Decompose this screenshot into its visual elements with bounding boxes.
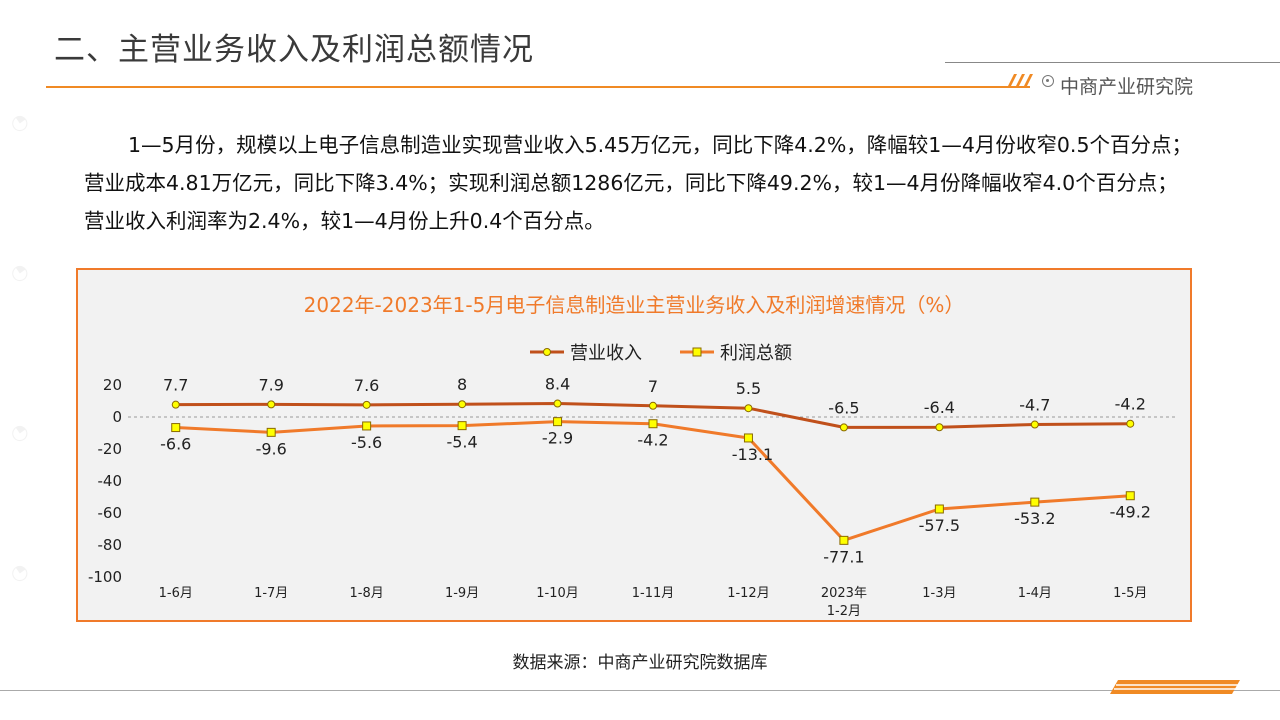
profit-point	[934, 504, 944, 514]
profit-point	[553, 417, 563, 427]
revenue-data-label: -6.4	[924, 398, 955, 417]
y-tick-label: -100	[88, 568, 122, 586]
revenue-data-label: 7.6	[354, 376, 379, 395]
profit-data-label: -9.6	[256, 439, 287, 458]
chart-legend: 营业收入 利润总额	[530, 343, 792, 364]
profit-point	[1125, 491, 1135, 501]
revenue-data-label: 7.9	[258, 375, 283, 394]
y-tick-label: -20	[98, 440, 123, 458]
profit-point	[171, 423, 181, 433]
summary-text: 1—5月份，规模以上电子信息制造业实现营业收入5.45万亿元，同比下降4.2%，…	[84, 133, 1192, 233]
bottom-rule	[0, 690, 1280, 691]
profit-point	[648, 419, 658, 429]
profit-point	[362, 421, 372, 431]
profit-point	[839, 535, 849, 545]
summary-paragraph: 1—5月份，规模以上电子信息制造业实现营业收入5.45万亿元，同比下降4.2%，…	[84, 126, 1194, 240]
chart-title: 2022年-2023年1-5月电子信息制造业主营业务收入及利润增速情况（%）	[304, 293, 965, 317]
x-tick-label: 1-4月	[1018, 586, 1052, 601]
revenue-point	[935, 423, 944, 432]
revenue-point	[362, 400, 371, 409]
revenue-point	[267, 400, 276, 409]
x-tick-label: 1-9月	[445, 586, 479, 601]
revenue-data-label: 7	[648, 377, 658, 396]
brand-name: 中商产业研究院	[1060, 76, 1194, 98]
watermark-logo: ◔	[4, 557, 33, 587]
x-tick-label: 2023年	[821, 586, 867, 601]
revenue-point	[839, 423, 848, 432]
legend-marker	[543, 348, 551, 356]
legend-label: 利润总额	[720, 343, 792, 364]
x-tick-label: 1-10月	[536, 586, 579, 601]
page-title: 二、主营业务收入及利润总额情况	[54, 32, 534, 68]
profit-data-label: -49.2	[1110, 503, 1151, 522]
x-axis: 1-6月 1-7月 1-8月 1-9月 1-10月 1-11月 1-12月 2023年 1-2月…	[159, 586, 1148, 619]
watermark-logo: ◔	[4, 257, 33, 287]
profit-point	[266, 427, 276, 437]
revenue-data-label: 7.7	[163, 376, 188, 395]
watermark-logo: ◔	[4, 417, 33, 447]
profit-data-label: -5.4	[446, 433, 477, 452]
x-tick-label: 1-12月	[727, 586, 770, 601]
watermark-logo: ◔	[4, 107, 33, 137]
x-tick-label: 1-8月	[350, 586, 384, 601]
revenue-point	[171, 400, 180, 409]
y-tick-label: -60	[98, 504, 123, 522]
y-tick-label: 0	[112, 408, 122, 426]
x-tick-label: 1-2月	[827, 604, 861, 619]
x-tick-label: 1-5月	[1113, 586, 1147, 601]
legend-marker	[692, 347, 702, 357]
brand-dot-icon	[1042, 75, 1054, 87]
profit-data-label: -4.2	[637, 431, 668, 450]
profit-data-label: -5.6	[351, 433, 382, 452]
title-rule	[46, 86, 1030, 88]
profit-data-label: -2.9	[542, 429, 573, 448]
data-source: 数据来源：中商产业研究院数据库	[512, 653, 768, 673]
profit-data-label: -77.1	[823, 547, 864, 566]
revenue-point	[744, 404, 753, 413]
x-tick-label: 1-7月	[254, 586, 288, 601]
y-tick-label: -80	[98, 536, 123, 554]
profit-point	[457, 421, 467, 431]
accent-stripes-icon	[1008, 74, 1033, 86]
profit-point	[743, 433, 753, 443]
revenue-data-label: -4.7	[1019, 396, 1050, 415]
revenue-point	[649, 401, 657, 410]
plot-area: 7.7 7.9 7.6 8 8.4 7 5.5 -6.5 -6.4 -4.7 -4.2 -6.6 -9.…	[160, 375, 1151, 567]
revenue-point	[1126, 419, 1135, 428]
x-tick-label: 1-3月	[922, 586, 956, 601]
y-axis: 20 0 -20 -40 -60 -80 -100	[88, 376, 1178, 586]
title-thin-rule	[945, 62, 1280, 63]
revenue-point	[1030, 420, 1039, 429]
y-tick-label: -40	[98, 472, 123, 490]
revenue-data-label: -6.5	[828, 398, 859, 417]
profit-data-label: -57.5	[919, 516, 960, 535]
growth-line-chart: 2022年-2023年1-5月电子信息制造业主营业务收入及利润增速情况（%） 营…	[88, 293, 1178, 619]
revenue-data-label: 8	[457, 375, 467, 394]
legend-label: 营业收入	[570, 343, 642, 364]
revenue-data-label: 8.4	[545, 375, 570, 394]
x-tick-label: 1-6月	[159, 586, 193, 601]
revenue-data-label: 5.5	[736, 379, 761, 398]
revenue-point	[458, 400, 467, 409]
profit-data-label: -13.1	[732, 445, 773, 464]
bottom-stripes-icon	[1110, 680, 1240, 694]
revenue-point	[553, 399, 562, 408]
profit-point	[1030, 497, 1040, 507]
y-tick-label: 20	[103, 376, 122, 394]
x-tick-label: 1-11月	[632, 586, 675, 601]
chart-panel: 2022年-2023年1-5月电子信息制造业主营业务收入及利润增速情况（%） 营…	[76, 268, 1192, 622]
profit-data-label: -53.2	[1014, 509, 1055, 528]
profit-data-label: -6.6	[160, 435, 191, 454]
revenue-data-label: -4.2	[1115, 395, 1146, 414]
